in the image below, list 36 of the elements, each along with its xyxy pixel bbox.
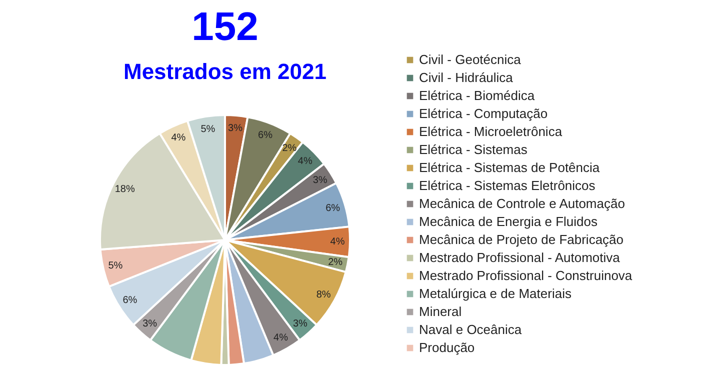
legend-label: Elétrica - Computação: [419, 106, 548, 121]
data-label: 4%: [298, 156, 312, 168]
data-label: 3%: [142, 318, 158, 330]
legend-label: Produção: [419, 340, 475, 355]
legend-label: Mecânica de Energia e Fluidos: [419, 214, 598, 229]
data-label: 8%: [316, 289, 331, 300]
legend-label: Elétrica - Sistemas Eletrônicos: [419, 178, 596, 193]
data-label: 6%: [258, 130, 273, 141]
legend-label: Metalúrgica e de Materiais: [419, 286, 572, 301]
chart-title: 152: [192, 5, 258, 49]
data-label: 2%: [328, 257, 343, 268]
legend-label: Elétrica - Sistemas: [419, 142, 528, 157]
legend-label: Mecânica de Controle e Automação: [419, 196, 625, 211]
data-label: 4%: [171, 132, 186, 144]
legend-label: Elétrica - Sistemas de Potência: [419, 160, 600, 175]
legend-label: Civil - Hidráulica: [419, 70, 514, 85]
data-label: 4%: [330, 236, 345, 248]
legend-label: Elétrica - Biomédica: [419, 88, 536, 103]
data-label: 6%: [122, 295, 138, 306]
data-label: 5%: [200, 124, 216, 135]
data-label: 6%: [326, 202, 340, 214]
data-label: 3%: [292, 318, 308, 330]
legend-label: Elétrica - Microeletrônica: [419, 124, 563, 139]
chart-subtitle: Mestrados em 2021: [124, 59, 326, 84]
data-label: 2%: [282, 142, 297, 154]
data-label: 3%: [312, 174, 328, 186]
legend-label: Mecânica de Projeto de Fabricação: [419, 232, 624, 247]
data-label: 4%: [274, 332, 288, 344]
data-label: 18%: [114, 184, 135, 195]
legend-label: Naval e Oceânica: [419, 322, 522, 337]
data-label: 3%: [228, 122, 243, 134]
data-label: 5%: [108, 260, 123, 272]
legend-label: Civil - Geotécnica: [419, 52, 522, 67]
legend-label: Mineral: [419, 304, 462, 319]
legend-label: Mestrado Profissional - Construinova: [419, 268, 633, 283]
legend-label: Mestrado Profissional - Automotiva: [419, 250, 621, 265]
